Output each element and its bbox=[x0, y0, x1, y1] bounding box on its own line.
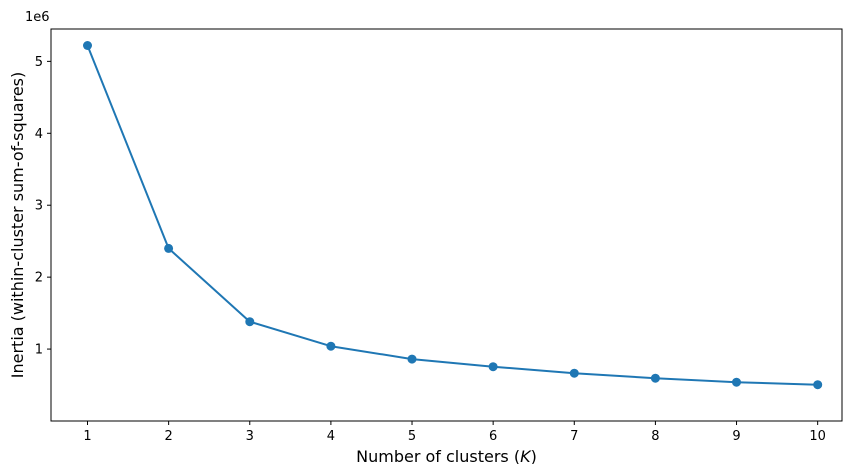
y-tick-label: 5 bbox=[35, 55, 43, 70]
y-axis-title: Inertia (within-cluster sum-of-squares) bbox=[8, 72, 27, 378]
x-tick-label: 1 bbox=[83, 429, 91, 444]
x-tick-label: 3 bbox=[246, 429, 254, 444]
x-tick-label: 10 bbox=[809, 429, 826, 444]
series-line bbox=[86, 44, 819, 386]
x-axis-title: Number of clusters (K) bbox=[356, 447, 537, 464]
y-axis-offset-label: 1e6 bbox=[25, 10, 50, 25]
x-axis-title-variable: K bbox=[520, 447, 532, 464]
x-axis-title-start: Number of clusters ( bbox=[356, 447, 520, 464]
data-point bbox=[164, 243, 174, 253]
data-point bbox=[650, 373, 660, 383]
plot-area bbox=[50, 28, 843, 422]
data-point bbox=[569, 368, 579, 378]
y-tick-label: 2 bbox=[35, 271, 43, 286]
x-tick-label: 2 bbox=[164, 429, 172, 444]
y-tick-label: 3 bbox=[35, 199, 43, 214]
y-tick-label: 4 bbox=[35, 127, 43, 142]
data-point bbox=[732, 377, 741, 387]
y-tick-label: 1 bbox=[35, 343, 43, 358]
x-tick-label: 8 bbox=[651, 429, 659, 444]
x-axis-title-end: ) bbox=[531, 447, 537, 464]
data-point bbox=[326, 341, 336, 351]
data-point bbox=[407, 354, 417, 364]
data-point bbox=[813, 380, 823, 390]
series-layer bbox=[83, 41, 823, 390]
data-point bbox=[83, 41, 92, 50]
x-tick-label: 6 bbox=[489, 429, 497, 444]
data-point bbox=[245, 317, 255, 327]
x-tick-label: 9 bbox=[732, 429, 740, 444]
x-tick-label: 7 bbox=[570, 429, 578, 444]
x-tick-label: 5 bbox=[408, 429, 416, 444]
y-axis-ticks: 1 2 3 4 5 bbox=[35, 55, 51, 358]
plot-frame bbox=[50, 28, 843, 422]
x-tick-label: 4 bbox=[327, 429, 335, 444]
x-axis-ticks: 1 2 3 4 5 6 7 8 9 10 bbox=[83, 421, 826, 444]
data-point bbox=[488, 362, 498, 372]
